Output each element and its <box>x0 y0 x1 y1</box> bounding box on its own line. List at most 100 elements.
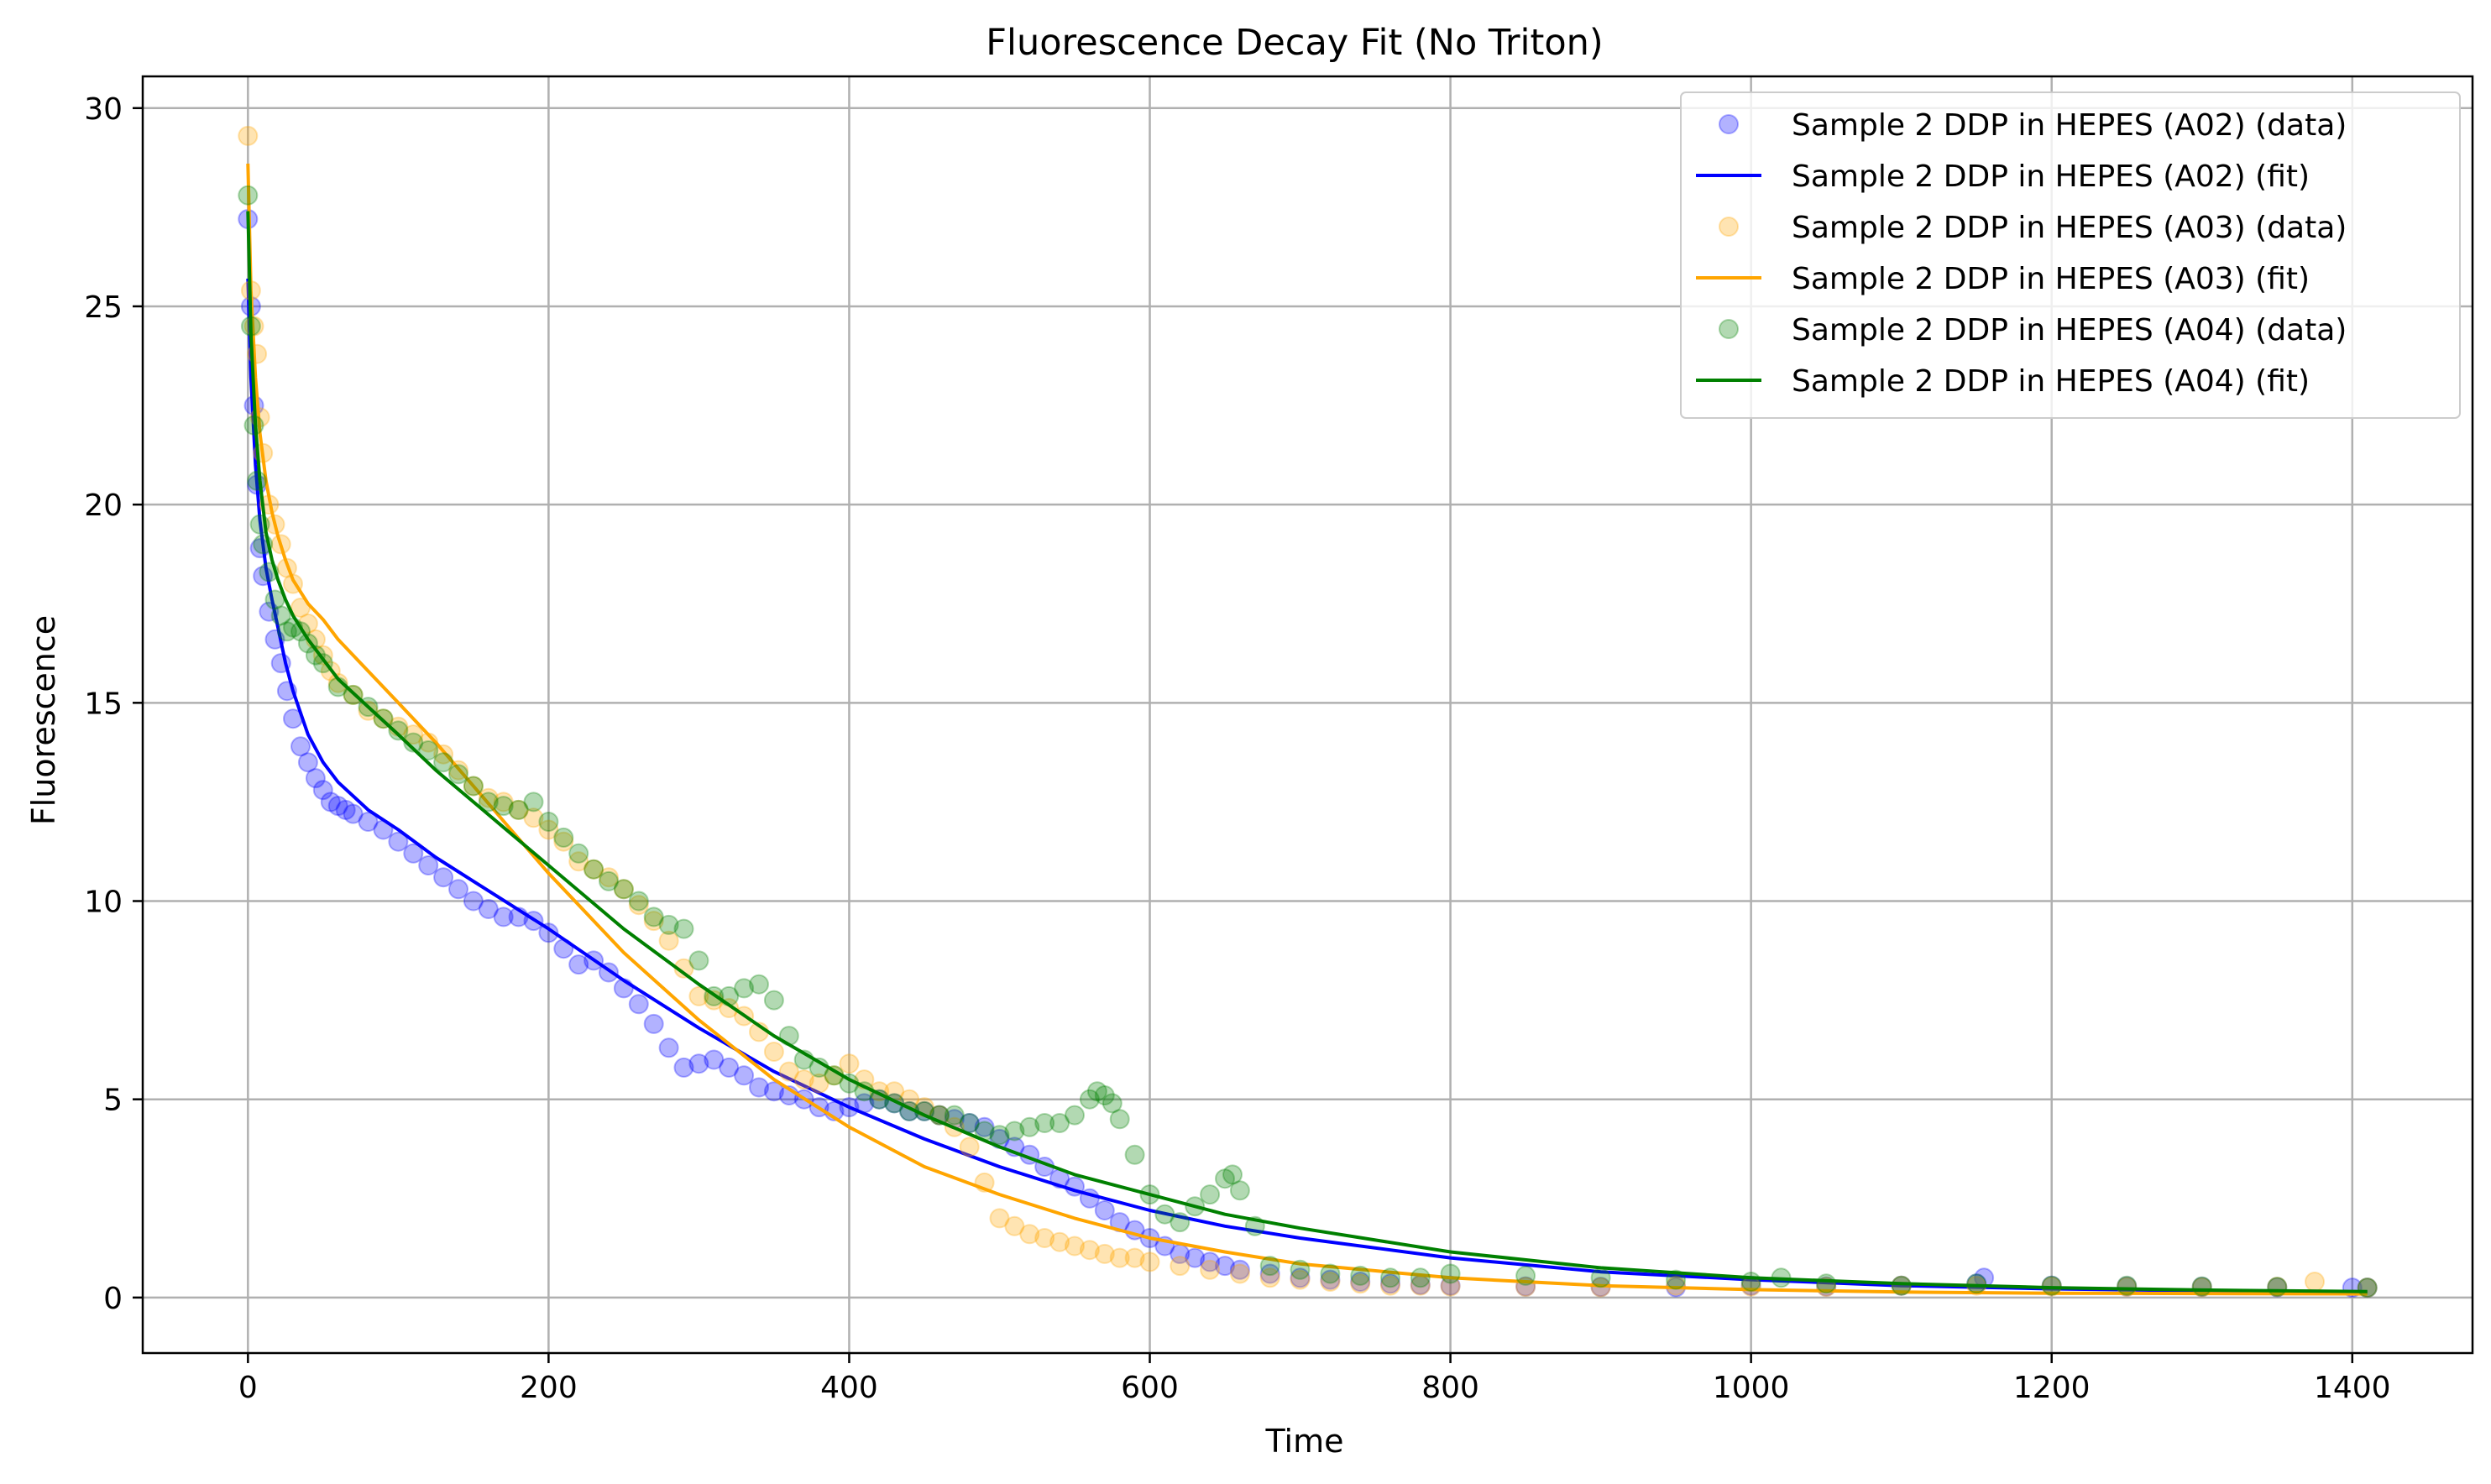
data-point <box>1154 1204 1175 1225</box>
data-point <box>974 1116 995 1137</box>
data-point <box>463 776 484 797</box>
data-point <box>463 891 484 912</box>
x-tick-label: 0 <box>238 1371 258 1405</box>
data-point <box>388 720 409 741</box>
data-point <box>1320 1263 1341 1284</box>
data-point <box>1094 1085 1115 1105</box>
series-6 <box>246 211 2368 1293</box>
data-point <box>1094 1200 1115 1220</box>
data-point <box>1229 1180 1250 1201</box>
data-point <box>2267 1277 2288 1298</box>
data-point <box>1215 1256 1235 1277</box>
data-point <box>628 891 649 912</box>
data-point <box>793 1069 814 1090</box>
data-point <box>1966 1273 1987 1294</box>
legend-label: Sample 2 DDP in HEPES (A03) (fit) <box>1792 262 2310 296</box>
data-point <box>1350 1265 1371 1286</box>
data-point <box>643 911 664 932</box>
data-point <box>553 831 574 852</box>
data-point <box>1350 1273 1371 1294</box>
legend-label: Sample 2 DDP in HEPES (A02) (fit) <box>1792 159 2310 194</box>
data-point <box>1019 1116 1040 1137</box>
data-point <box>523 807 544 828</box>
data-point <box>2191 1276 2212 1297</box>
y-tick-label: 0 <box>103 1282 123 1316</box>
data-point <box>418 855 439 875</box>
data-point <box>478 787 499 808</box>
x-tick: 0 <box>238 1353 258 1405</box>
data-point <box>719 1057 740 1078</box>
data-point <box>839 1053 860 1074</box>
data-point <box>1891 1275 1912 1296</box>
data-point <box>989 1208 1010 1229</box>
data-point <box>1079 1089 1100 1110</box>
data-point <box>1380 1273 1400 1294</box>
x-tick-label: 1000 <box>1713 1371 1790 1405</box>
data-point <box>568 954 589 975</box>
series-4 <box>246 163 2368 1296</box>
data-point <box>418 740 439 760</box>
data-point <box>1102 1093 1123 1114</box>
series-2 <box>246 278 2368 1294</box>
data-point <box>320 792 341 813</box>
fit-line <box>246 163 2368 1296</box>
y-tick: 15 <box>84 687 143 721</box>
data-point <box>2117 1277 2138 1298</box>
legend-marker <box>1719 319 1739 339</box>
data-point <box>2041 1275 2062 1296</box>
data-point <box>1049 1231 1070 1252</box>
data-point <box>1124 1247 1145 1268</box>
legend-item: Sample 2 DDP in HEPES (A03) (fit) <box>1696 262 2310 296</box>
data-point <box>1200 1259 1221 1280</box>
data-point <box>238 125 259 146</box>
legend-item: Sample 2 DDP in HEPES (A02) (fit) <box>1696 159 2310 194</box>
data-point <box>658 1037 679 1058</box>
data-point <box>1034 1113 1055 1133</box>
data-point <box>538 819 559 840</box>
data-point <box>343 803 364 824</box>
legend-item: Sample 2 DDP in HEPES (A03) (data) <box>1719 211 2347 245</box>
legend-label: Sample 2 DDP in HEPES (A02) (data) <box>1792 108 2347 143</box>
x-tick-label: 400 <box>820 1371 878 1405</box>
data-point <box>734 978 755 999</box>
data-point <box>734 1065 755 1086</box>
data-point <box>1891 1275 1912 1296</box>
data-point <box>1200 1184 1221 1205</box>
data-point <box>643 907 664 928</box>
data-point <box>335 799 356 820</box>
data-point <box>403 724 424 745</box>
data-point <box>1049 1113 1070 1133</box>
y-tick-label: 15 <box>84 687 123 721</box>
data-point <box>989 1125 1010 1146</box>
legend-box <box>1680 91 2461 419</box>
data-point <box>493 792 514 813</box>
data-point <box>448 764 468 785</box>
legend-label: Sample 2 DDP in HEPES (A03) (data) <box>1792 211 2347 245</box>
x-tick: 800 <box>1421 1353 1479 1405</box>
x-axis: 0 200 400 600 800 1000 1200 1400 <box>238 1353 2391 1405</box>
data-point <box>448 879 468 900</box>
data-point <box>959 1137 980 1157</box>
x-axis-label: Time <box>1265 1423 1344 1460</box>
data-point <box>1229 1263 1250 1284</box>
data-point <box>1259 1256 1280 1277</box>
data-point <box>778 1061 799 1082</box>
data-point <box>538 812 559 832</box>
x-tick-label: 600 <box>1121 1371 1179 1405</box>
data-point <box>959 1113 980 1133</box>
data-point <box>478 792 499 813</box>
plot-frame <box>141 75 2474 1355</box>
x-tick-label: 200 <box>520 1371 578 1405</box>
y-tick: 30 <box>84 92 143 127</box>
data-point <box>1200 1251 1221 1272</box>
data-point <box>763 990 784 1011</box>
x-tick: 600 <box>1121 1353 1179 1405</box>
y-tick-label: 25 <box>84 290 123 325</box>
data-point <box>238 185 259 206</box>
data-point <box>1515 1265 1536 1286</box>
y-axis-label: Fluorescence <box>25 615 62 825</box>
data-point <box>290 736 311 757</box>
data-point <box>749 1077 769 1098</box>
data-point <box>673 1057 694 1078</box>
